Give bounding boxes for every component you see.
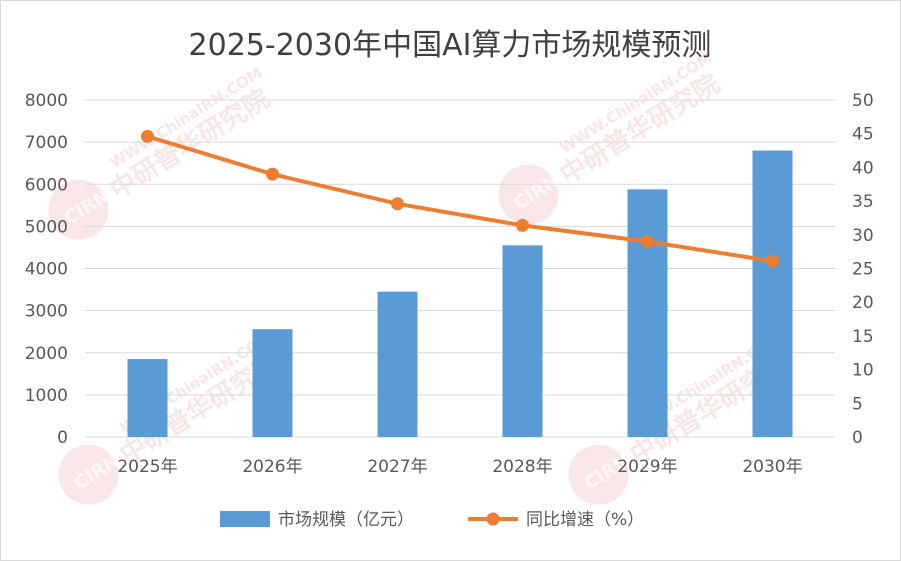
chart-title: 2025-2030年中国AI算力市场规模预测 (189, 28, 712, 63)
line-point (766, 254, 779, 268)
x-axis: 2025年 2026年 2027年 2028年 2029年 2030年 (117, 457, 802, 477)
right-axis: 0 5 10 15 20 25 30 35 40 45 50 (852, 91, 874, 448)
y-right-tick-label: 0 (852, 428, 863, 448)
line-point (141, 129, 154, 143)
legend-line-label: 同比增速（%） (526, 510, 644, 530)
y-left-tick-label: 3000 (25, 302, 68, 322)
bar (627, 189, 668, 437)
y-right-tick-label: 20 (852, 293, 874, 313)
x-tick-label: 2028年 (492, 457, 552, 477)
y-left-tick-label: 6000 (25, 175, 68, 195)
x-tick-label: 2029年 (617, 457, 677, 477)
legend: 市场规模（亿元） 同比增速（%） (220, 510, 644, 530)
gridlines (85, 99, 835, 438)
y-right-tick-label: 35 (852, 192, 874, 212)
y-right-tick-label: 15 (852, 327, 874, 347)
line-point (516, 218, 529, 232)
y-left-tick-label: 7000 (25, 133, 68, 153)
legend-bar-swatch (220, 511, 270, 527)
bar-series (127, 150, 793, 438)
legend-bar-label: 市场规模（亿元） (278, 510, 414, 530)
watermark-logo (568, 444, 629, 505)
watermark-logo (48, 179, 109, 240)
legend-line-marker (486, 512, 500, 526)
bar (377, 291, 418, 437)
line-point (391, 197, 404, 211)
y-right-tick-label: 25 (852, 260, 874, 280)
x-tick-label: 2027年 (367, 457, 427, 477)
y-right-tick-label: 30 (852, 226, 874, 246)
y-left-tick-label: 0 (57, 428, 68, 448)
y-right-tick-label: 10 (852, 361, 874, 381)
series-line (146, 134, 773, 264)
y-left-tick-label: 4000 (25, 260, 68, 280)
x-tick-label: 2026年 (242, 457, 302, 477)
y-right-tick-label: 45 (852, 125, 874, 145)
y-right-tick-label: 50 (852, 91, 874, 111)
y-left-tick-label: 8000 (25, 91, 68, 111)
y-left-tick-label: 5000 (25, 217, 68, 237)
bar (252, 329, 293, 437)
x-tick-label: 2025年 (117, 457, 177, 477)
line-point (266, 167, 279, 181)
line-point (641, 235, 654, 249)
watermark-logo (498, 164, 559, 225)
watermark-logo (58, 444, 119, 505)
y-right-tick-label: 40 (852, 158, 874, 178)
x-tick-label: 2030年 (742, 457, 802, 477)
bar (752, 150, 793, 438)
y-left-tick-label: 1000 (25, 386, 68, 406)
bar (502, 245, 543, 437)
left-axis: 0 1000 2000 3000 4000 5000 6000 7000 8000 (25, 91, 68, 448)
y-right-tick-label: 5 (852, 394, 863, 414)
y-left-tick-label: 2000 (25, 344, 68, 364)
line-series (141, 129, 779, 268)
bar (127, 359, 168, 437)
